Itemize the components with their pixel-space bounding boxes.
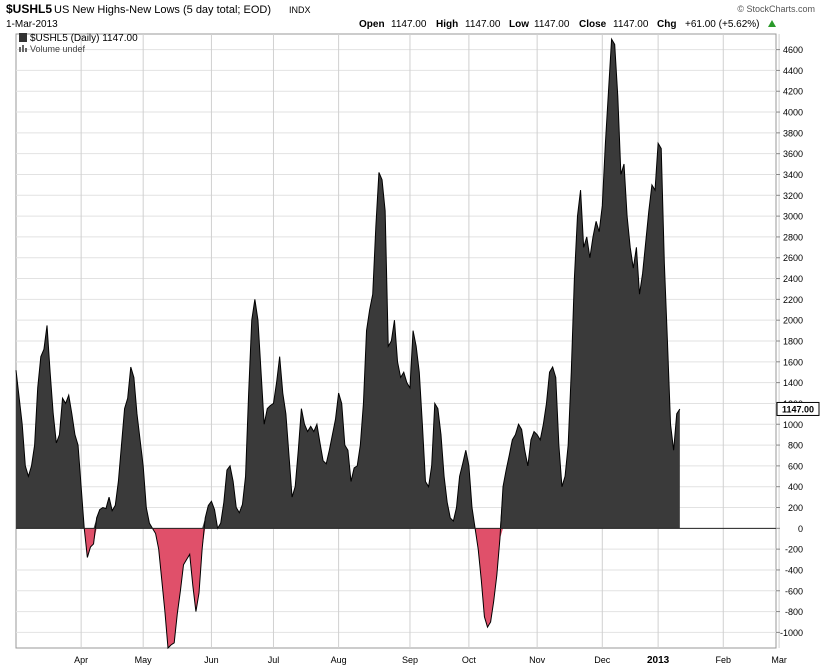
open-label: Open <box>359 19 385 30</box>
x-tick-label: Sep <box>402 655 418 665</box>
watermark: © StockCharts.com <box>737 4 815 14</box>
y-tick-label: 4600 <box>783 45 803 55</box>
y-tick-label: 3000 <box>783 212 803 222</box>
symbol-title: $USHL5 <box>6 2 52 16</box>
x-tick-label: May <box>135 655 153 665</box>
close-label: Close <box>579 19 607 30</box>
y-tick-label: 1400 <box>783 378 803 388</box>
y-tick-label: 200 <box>788 503 803 513</box>
x-tick-label: Oct <box>462 655 477 665</box>
y-tick-label: 800 <box>788 441 803 451</box>
y-tick-label: 2800 <box>783 232 803 242</box>
chg-label: Chg <box>657 19 676 30</box>
axes: -1000-800-600-400-2000200400600800100012… <box>74 45 820 666</box>
chart-date: 1-Mar-2013 <box>6 19 58 30</box>
close-value: 1147.00 <box>613 19 649 30</box>
y-tick-label: 4400 <box>783 66 803 76</box>
positive-area <box>16 39 680 529</box>
y-tick-label: 400 <box>788 482 803 492</box>
x-tick-label: Jun <box>204 655 219 665</box>
negative-area <box>16 528 680 648</box>
low-label: Low <box>509 19 529 30</box>
y-tick-label: 2200 <box>783 295 803 305</box>
y-tick-label: 2400 <box>783 274 803 284</box>
y-tick-label: 0 <box>798 524 803 534</box>
exchange-label: INDX <box>289 5 311 15</box>
quote-bar: Open 1147.00 High 1147.00 Low 1147.00 Cl… <box>359 19 776 30</box>
y-tick-label: -1000 <box>780 628 803 638</box>
y-tick-label: -800 <box>785 607 803 617</box>
y-tick-label: 3400 <box>783 170 803 180</box>
high-label: High <box>436 19 458 30</box>
last-value-label: 1147.00 <box>782 404 814 414</box>
y-tick-label: 4200 <box>783 87 803 97</box>
chart-legend: $USHL5 (Daily) 1147.00 Volume undef <box>19 33 138 54</box>
y-tick-label: 1600 <box>783 357 803 367</box>
y-tick-label: 3600 <box>783 149 803 159</box>
area-series <box>15 37 776 650</box>
x-tick-label: Dec <box>594 655 611 665</box>
y-tick-label: 1000 <box>783 420 803 430</box>
chg-value: +61.00 (+5.62%) <box>685 19 760 30</box>
y-tick-label: 600 <box>788 461 803 471</box>
up-arrow-icon <box>768 20 776 27</box>
y-tick-label: 4000 <box>783 108 803 118</box>
volume-bars-icon <box>19 45 27 52</box>
x-tick-label: Jul <box>268 655 280 665</box>
y-tick-label: 2000 <box>783 316 803 326</box>
high-value: 1147.00 <box>465 19 501 30</box>
y-tick-label: 1800 <box>783 337 803 347</box>
y-tick-label: 3800 <box>783 128 803 138</box>
series-swatch-icon <box>19 33 27 42</box>
chart-description: US New Highs-New Lows (5 day total; EOD) <box>54 4 271 16</box>
x-tick-label: Aug <box>331 655 347 665</box>
low-value: 1147.00 <box>534 19 570 30</box>
legend-volume: Volume undef <box>30 44 86 54</box>
x-tick-label: Mar <box>771 655 787 665</box>
y-tick-label: -600 <box>785 586 803 596</box>
x-tick-label: Feb <box>716 655 732 665</box>
x-tick-label: 2013 <box>647 655 670 666</box>
last-value-badge <box>776 401 820 416</box>
y-tick-label: 2600 <box>783 253 803 263</box>
y-tick-label: -200 <box>785 545 803 555</box>
x-tick-label: Apr <box>74 655 88 665</box>
legend-series: $USHL5 (Daily) 1147.00 <box>30 33 138 44</box>
series-line <box>15 37 681 650</box>
y-tick-label: -400 <box>785 565 803 575</box>
y-tick-label: 3200 <box>783 191 803 201</box>
x-tick-label: Nov <box>529 655 546 665</box>
open-value: 1147.00 <box>391 19 427 30</box>
